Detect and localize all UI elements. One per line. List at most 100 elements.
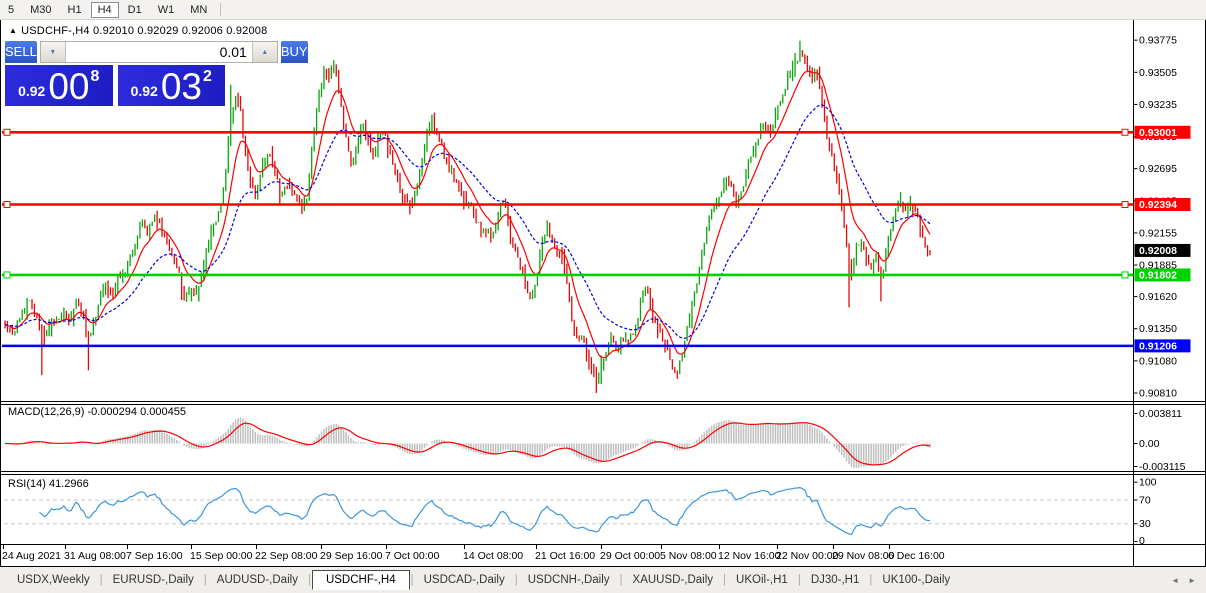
sell-price-big-digits: 00 [48, 66, 90, 107]
svg-text:22 Nov 00:00: 22 Nov 00:00 [776, 550, 839, 562]
macd-indicator [5, 417, 931, 468]
time-axis[interactable]: 24 Aug 2021 31 Aug 08:00 7 Sep 16:00 15 Sep… [2, 545, 945, 562]
svg-text:5 Nov 08:00: 5 Nov 08:00 [660, 550, 717, 562]
tab-separator: | [410, 574, 414, 586]
svg-text:100: 100 [1139, 477, 1157, 489]
svg-text:30: 30 [1139, 518, 1151, 530]
timeframe-button-w1[interactable]: W1 [157, 3, 175, 16]
svg-text:-0.003115: -0.003115 [1139, 461, 1186, 473]
sell-price-pip-digit: 8 [90, 68, 100, 85]
chart-tab-usdcad-daily[interactable]: USDCAD-,Daily [423, 574, 505, 586]
svg-text:7 Sep 16:00: 7 Sep 16:00 [126, 550, 183, 562]
tab-separator: | [797, 574, 801, 586]
svg-text:0.91206: 0.91206 [1139, 340, 1177, 352]
chart-tab-ukoil-h1[interactable]: UKOil-,H1 [736, 574, 788, 586]
svg-text:24 Aug 2021: 24 Aug 2021 [2, 550, 61, 562]
buy-price-pip-digit: 2 [203, 68, 212, 85]
svg-text:0.00: 0.00 [1139, 438, 1160, 450]
chart-tabs: USDX,Weekly | EURUSD-,Daily | AUDUSD-,Daily |… [0, 567, 959, 593]
moving-averages [4, 70, 931, 359]
tab-separator: | [723, 574, 727, 586]
sell-price-display[interactable]: 0.92 00 8 [5, 65, 113, 106]
svg-text:0.92008: 0.92008 [1139, 245, 1177, 257]
volume-input[interactable] [65, 42, 252, 62]
chart-window-frame [0, 19, 1206, 567]
bottom-tab-bar: USDX,Weekly | EURUSD-,Daily | AUDUSD-,Daily |… [0, 567, 1206, 593]
chart-tab-audusd-daily[interactable]: AUDUSD-,Daily [216, 574, 298, 586]
triangle-up-icon: ▲ [261, 48, 269, 56]
trade-buttons-row: SELL ▼ ▲ BUY [5, 41, 308, 65]
svg-text:0.92394: 0.92394 [1139, 199, 1177, 211]
volume-decrease-button[interactable]: ▼ [40, 42, 66, 62]
timeframe-button-h1[interactable]: H1 [67, 3, 82, 16]
volume-stepper: ▼ ▲ [39, 41, 278, 63]
tabs-scroll-left-icon[interactable]: ◄ [1171, 575, 1180, 585]
timeframe-button-5[interactable]: 5 [8, 3, 15, 16]
chart-tab-xauusd-daily[interactable]: XAUUSD-,Daily [632, 574, 714, 586]
timeframe-toolbar: 5 M30 H1 H4 D1 W1 MN [0, 0, 1206, 20]
chart-canvas[interactable]: 0.937750.935050.932350.929650.926950.924… [0, 0, 1206, 570]
tab-separator: | [203, 574, 207, 586]
timeframe-button-h4[interactable]: H4 [90, 1, 119, 18]
svg-text:0.90810: 0.90810 [1139, 387, 1177, 399]
svg-text:0.92695: 0.92695 [1139, 163, 1177, 175]
svg-text:12 Nov 16:00: 12 Nov 16:00 [718, 550, 781, 562]
collapse-arrow-icon[interactable]: ▲ [9, 26, 18, 35]
timeframe-button-m30[interactable]: M30 [30, 3, 52, 16]
svg-text:0.91620: 0.91620 [1139, 291, 1177, 303]
svg-text:0.93505: 0.93505 [1139, 67, 1177, 79]
chart-title-ohlc: ▲ USDCHF-,H4 0.92010 0.92029 0.92006 0.92… [9, 25, 267, 37]
timeframe-button-d1[interactable]: D1 [127, 3, 142, 16]
svg-text:21 Oct 16:00: 21 Oct 16:00 [535, 550, 595, 562]
price-axis[interactable]: 0.937750.935050.932350.929650.926950.924… [1133, 35, 1191, 547]
toolbar-separator [220, 3, 222, 16]
ohlc-text: USDCHF-,H4 0.92010 0.92029 0.92006 0.920… [21, 25, 268, 37]
svg-text:31 Aug 08:00: 31 Aug 08:00 [64, 550, 126, 562]
volume-increase-button[interactable]: ▲ [251, 42, 277, 62]
buy-button[interactable]: BUY [280, 41, 308, 65]
chart-tab-eurusd-daily[interactable]: EURUSD-,Daily [112, 574, 194, 586]
svg-text:0: 0 [1139, 535, 1145, 547]
svg-text:14 Oct 08:00: 14 Oct 08:00 [463, 550, 523, 562]
svg-text:0.92155: 0.92155 [1139, 227, 1177, 239]
svg-text:22 Sep 08:00: 22 Sep 08:00 [255, 550, 318, 562]
horizontal-level-lines[interactable] [2, 128, 1134, 348]
macd-label: MACD(12,26,9) -0.000294 0.000455 [8, 406, 186, 418]
svg-text:0.91080: 0.91080 [1139, 355, 1177, 367]
svg-text:6 Dec 16:00: 6 Dec 16:00 [888, 550, 945, 562]
svg-text:0.93001: 0.93001 [1139, 127, 1177, 139]
trade-price-row: 0.92 00 8 0.92 03 2 [5, 65, 225, 106]
svg-text:0.003811: 0.003811 [1139, 408, 1182, 420]
tab-separator: | [869, 574, 873, 586]
buy-price-prefix: 0.92 [130, 83, 158, 99]
tab-separator: | [514, 574, 518, 586]
sell-price-prefix: 0.92 [18, 83, 46, 99]
svg-text:0.91350: 0.91350 [1139, 323, 1177, 335]
chart-tab-usdchf-h4[interactable]: USDCHF-,H4 [311, 570, 410, 590]
tab-separator: | [307, 574, 311, 586]
chart-tab-dj30-h1[interactable]: DJ30-,H1 [810, 574, 860, 586]
sell-button[interactable]: SELL [5, 41, 37, 65]
svg-text:15 Sep 00:00: 15 Sep 00:00 [190, 550, 253, 562]
tabs-scroll-right-icon[interactable]: ► [1188, 575, 1196, 585]
buy-price-big-digits: 03 [160, 66, 202, 107]
svg-text:29 Oct 00:00: 29 Oct 00:00 [600, 550, 660, 562]
chart-tab-usdx-weekly[interactable]: USDX,Weekly [17, 574, 90, 586]
panel-borders [0, 19, 1206, 567]
svg-text:29 Nov 08:00: 29 Nov 08:00 [832, 550, 895, 562]
svg-text:29 Sep 16:00: 29 Sep 16:00 [320, 550, 383, 562]
tab-separator: | [99, 574, 103, 586]
rsi-indicator [4, 486, 1131, 536]
triangle-down-icon: ▼ [49, 48, 57, 56]
chart-tab-usdcnh-daily[interactable]: USDCNH-,Daily [527, 574, 610, 586]
timeframe-button-mn[interactable]: MN [190, 3, 208, 16]
tab-scroll-arrows: ◄ ► [1171, 576, 1206, 585]
svg-text:0.91802: 0.91802 [1139, 269, 1177, 281]
svg-text:0.93775: 0.93775 [1139, 35, 1177, 47]
buy-price-display[interactable]: 0.92 03 2 [117, 65, 225, 107]
tab-separator: | [619, 574, 623, 586]
rsi-label: RSI(14) 41.2966 [8, 478, 89, 490]
chart-tab-uk100-daily[interactable]: UK100-,Daily [882, 574, 951, 586]
